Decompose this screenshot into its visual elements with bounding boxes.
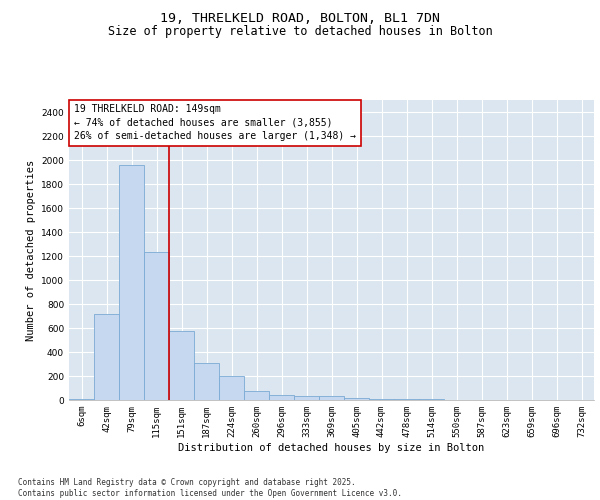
Bar bbox=[144, 252, 169, 400]
Bar bbox=[219, 376, 244, 400]
Bar bbox=[344, 398, 369, 400]
Text: 19, THRELKELD ROAD, BOLTON, BL1 7DN: 19, THRELKELD ROAD, BOLTON, BL1 7DN bbox=[160, 12, 440, 26]
Text: Size of property relative to detached houses in Bolton: Size of property relative to detached ho… bbox=[107, 25, 493, 38]
Bar bbox=[319, 396, 344, 400]
Bar bbox=[169, 331, 194, 400]
Text: 19 THRELKELD ROAD: 149sqm
← 74% of detached houses are smaller (3,855)
26% of se: 19 THRELKELD ROAD: 149sqm ← 74% of detac… bbox=[74, 104, 356, 141]
Bar bbox=[119, 165, 144, 400]
Bar bbox=[294, 396, 319, 400]
Bar bbox=[94, 314, 119, 400]
X-axis label: Distribution of detached houses by size in Bolton: Distribution of detached houses by size … bbox=[178, 442, 485, 452]
Bar bbox=[69, 399, 94, 400]
Bar bbox=[269, 395, 294, 400]
Y-axis label: Number of detached properties: Number of detached properties bbox=[26, 160, 35, 340]
Bar bbox=[244, 391, 269, 400]
Bar bbox=[194, 364, 219, 400]
Text: Contains HM Land Registry data © Crown copyright and database right 2025.
Contai: Contains HM Land Registry data © Crown c… bbox=[18, 478, 402, 498]
